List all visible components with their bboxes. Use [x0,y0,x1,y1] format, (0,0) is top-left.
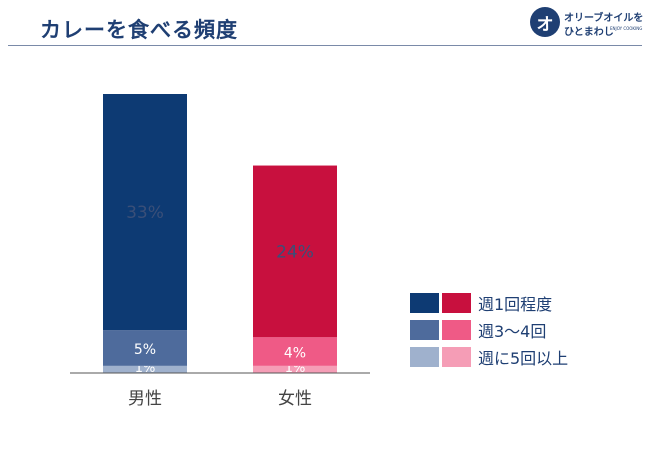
data-label-男性-週3〜4回: 5% [134,342,156,358]
legend-swatch-男性-週3〜4回 [410,320,439,340]
bar-segment-男性-週3〜4回 [103,330,187,366]
slide-title: カレーを食べる頻度 [40,18,238,42]
brand-logo: オ オリーブオイルを ひとまわし ENJOY COOKING [530,7,644,41]
bar-segment-男性-週1回程度 [103,94,187,331]
legend-row-週に5回以上: 週に5回以上 [410,344,568,370]
logo-mark: オ [530,7,560,37]
legend-swatch-男性-週1回程度 [410,293,439,313]
logo-text-line3: ENJOY COOKING [610,26,643,31]
chart-legend: 週1回程度 週3〜4回 週に5回以上 [410,290,568,371]
legend-row-週1回程度: 週1回程度 [410,290,568,316]
legend-swatch-女性-週に5回以上 [442,347,471,367]
legend-label: 週に5回以上 [478,349,569,368]
logo-text-line1: オリーブオイルを [564,13,644,24]
legend-label: 週1回程度 [478,295,553,314]
x-tick-label: 女性 [278,389,312,409]
legend-label: 週3〜4回 [478,322,547,341]
legend-swatch-女性-週1回程度 [442,293,471,313]
title-divider [8,45,642,46]
bar-segment-女性-週に5回以上 [253,365,337,373]
data-label-女性-週1回程度: 24% [276,242,314,262]
data-label-女性-週3〜4回: 4% [284,346,306,362]
x-tick-label: 男性 [128,389,162,409]
bar-segment-女性-週3〜4回 [253,337,337,366]
legend-swatch-男性-週に5回以上 [410,347,439,367]
legend-swatch-女性-週3〜4回 [442,320,471,340]
bar-segment-女性-週1回程度 [253,165,337,338]
bar-segment-男性-週に5回以上 [103,365,187,373]
data-label-男性-週1回程度: 33% [126,203,164,223]
legend-row-週3〜4回: 週3〜4回 [410,317,568,343]
logo-text-line2: ひとまわし [564,27,614,38]
